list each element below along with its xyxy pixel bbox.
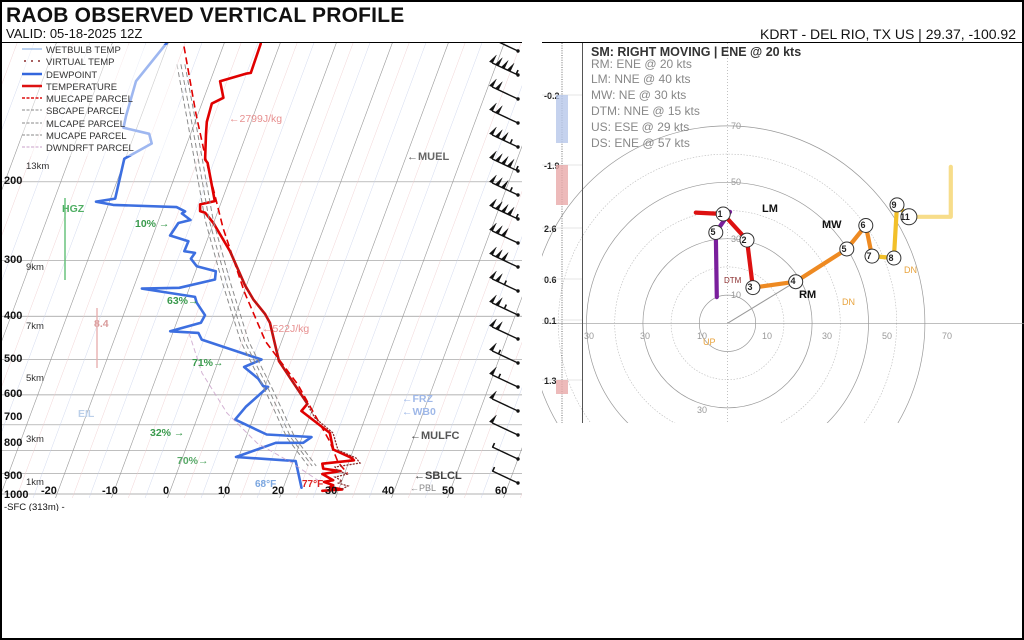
- svg-text:LM: LM: [762, 203, 778, 215]
- svg-text:UP: UP: [703, 337, 716, 347]
- svg-text:DN: DN: [904, 265, 917, 275]
- svg-text:30: 30: [697, 405, 707, 415]
- svg-text:DN: DN: [842, 297, 855, 307]
- svg-text:2: 2: [741, 235, 746, 245]
- svg-text:11: 11: [900, 212, 910, 222]
- svg-text:30: 30: [822, 331, 832, 341]
- svg-text:70: 70: [942, 331, 952, 341]
- svg-text:8: 8: [888, 253, 893, 263]
- svg-text:30: 30: [640, 331, 650, 341]
- svg-text:10: 10: [731, 290, 741, 300]
- svg-text:30: 30: [584, 331, 594, 341]
- svg-text:5: 5: [710, 227, 715, 237]
- svg-text:DTM: DTM: [724, 276, 742, 285]
- svg-text:30: 30: [731, 234, 741, 244]
- svg-text:50: 50: [731, 177, 741, 187]
- svg-text:1: 1: [717, 209, 722, 219]
- svg-text:3: 3: [747, 282, 752, 292]
- svg-text:RM: RM: [799, 289, 816, 301]
- svg-text:50: 50: [882, 331, 892, 341]
- svg-text:70: 70: [731, 121, 741, 131]
- svg-text:7: 7: [866, 251, 871, 261]
- svg-text:4: 4: [790, 276, 795, 286]
- svg-text:10: 10: [762, 331, 772, 341]
- svg-text:5: 5: [841, 244, 846, 254]
- svg-text:6: 6: [860, 220, 865, 230]
- svg-text:MW: MW: [822, 219, 842, 231]
- svg-text:9: 9: [891, 200, 896, 210]
